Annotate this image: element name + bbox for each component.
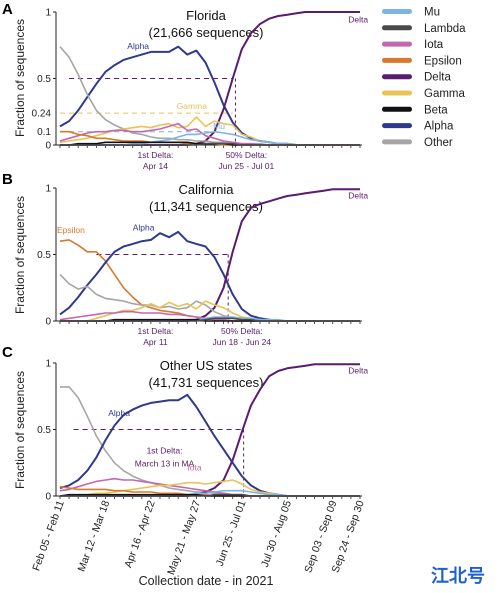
series-label: Gamma [177, 101, 208, 111]
annotation-line2: Apr 14 [143, 161, 168, 171]
series-line-gamma [60, 479, 360, 497]
series-line-other [59, 46, 360, 146]
legend-entry: Epsilon [424, 55, 462, 67]
legend-entry: Iota [424, 39, 444, 51]
legend-swatch [382, 41, 412, 47]
x-axis-label: Collection date - in 2021 [139, 574, 274, 588]
series-label: Mu [213, 121, 225, 131]
series-line-lambda [60, 317, 360, 322]
series-label: Iota [187, 463, 201, 473]
panel-other-us-states: C Other US states (41,731 sequences) Fra… [2, 344, 368, 503]
series-label: Epsilon [57, 225, 85, 235]
y-tick-label: 0.5 [37, 74, 51, 85]
legend-swatch [382, 90, 412, 96]
annotation-line1: 50% Delta: [226, 150, 268, 160]
legend-swatch [382, 9, 412, 14]
series-line-alpha [59, 45, 360, 146]
panel-letter: B [2, 171, 13, 188]
x-tick-label: May 21 - May 27 [165, 499, 203, 577]
y-tick-label: 0.5 [37, 425, 51, 436]
panel-subtitle: (21,666 sequences) [149, 25, 264, 40]
panel-letter: A [2, 1, 13, 18]
y-axis-label: Fraction of sequences [13, 196, 27, 314]
annotation-line2: Jun 18 - Jun 24 [213, 337, 272, 347]
legend-swatch [382, 106, 412, 112]
panel-california: B California (11,341 sequences) Fraction… [2, 171, 368, 347]
series-label: Delta [348, 366, 368, 376]
annotation-line2: Jun 25 - Jul 01 [218, 161, 274, 171]
panel-subtitle: (11,341 sequences) [149, 199, 263, 214]
legend-swatch [382, 74, 412, 80]
panel-title: California [179, 182, 235, 197]
legend-entry: Mu [424, 7, 440, 19]
x-tick-label: Feb 05 - Feb 11 [30, 499, 67, 573]
legend-entry: Delta [424, 72, 451, 84]
series-label: Alpha [108, 408, 130, 418]
legend-entry: Other [424, 137, 453, 149]
series-line-lambda [60, 493, 360, 497]
series-line-other [59, 273, 360, 322]
panel-letter: C [2, 344, 13, 361]
value-label: 0.24 [32, 109, 52, 120]
panel-title: Florida [186, 8, 227, 23]
legend: Mu Lambda Iota Epsilon Delta Gamma Beta Alpha Ot… [382, 7, 466, 149]
y-tick-label: 1 [45, 184, 51, 195]
x-tick-label: Jun 25 - Jul 01 [214, 499, 249, 568]
y-tick-label: 0 [45, 317, 51, 328]
y-tick-label: 0 [45, 141, 51, 152]
series-line-lambda [60, 142, 360, 146]
x-tick-label: Apr 16 - Apr 22 [122, 499, 157, 570]
annotation-line1: 1st Delta: [147, 445, 183, 455]
annotation-line2: March 13 in MA [135, 459, 195, 469]
series-label: Alpha [127, 41, 149, 51]
legend-swatch [382, 139, 412, 145]
y-tick-label: 1 [45, 8, 51, 19]
legend-entry: Lambda [424, 23, 466, 35]
annotation-line1: 50% Delta: [221, 326, 263, 336]
annotation-line1: 1st Delta: [138, 326, 174, 336]
panel-title: Other US states [160, 358, 253, 373]
legend-swatch [382, 57, 412, 63]
legend-swatch [382, 123, 412, 129]
series-label: Delta [348, 15, 368, 25]
annotation-line2: Apr 11 [143, 337, 168, 347]
x-tick-label: Mar 12 - Mar 18 [75, 499, 112, 573]
y-axis-label: Fraction of sequences [13, 371, 27, 489]
watermark-logo: 江北号 [431, 566, 485, 586]
annotation-line1: 1st Delta: [138, 150, 174, 160]
panel-florida: A Florida (21,666 sequences) Fraction of… [2, 1, 368, 171]
y-tick-label: 0 [45, 492, 51, 503]
value-label: 0.1 [37, 127, 51, 138]
legend-swatch [382, 25, 412, 31]
panel-subtitle: (41,731 sequences) [149, 375, 264, 390]
series-label: Alpha [133, 223, 155, 233]
y-axis-label: Fraction of sequences [13, 19, 27, 137]
y-tick-label: 1 [45, 359, 51, 370]
legend-entry: Gamma [424, 88, 466, 100]
x-tick-label: Jul 30 - Aug 05 [259, 499, 294, 569]
x-axis-ticks: Feb 05 - Feb 11 Mar 12 - Mar 18 Apr 16 - A… [30, 499, 367, 577]
legend-entry: Beta [424, 104, 448, 116]
series-label: Delta [348, 191, 368, 201]
legend-entry: Alpha [424, 121, 454, 133]
y-tick-label: 0.5 [37, 250, 51, 261]
